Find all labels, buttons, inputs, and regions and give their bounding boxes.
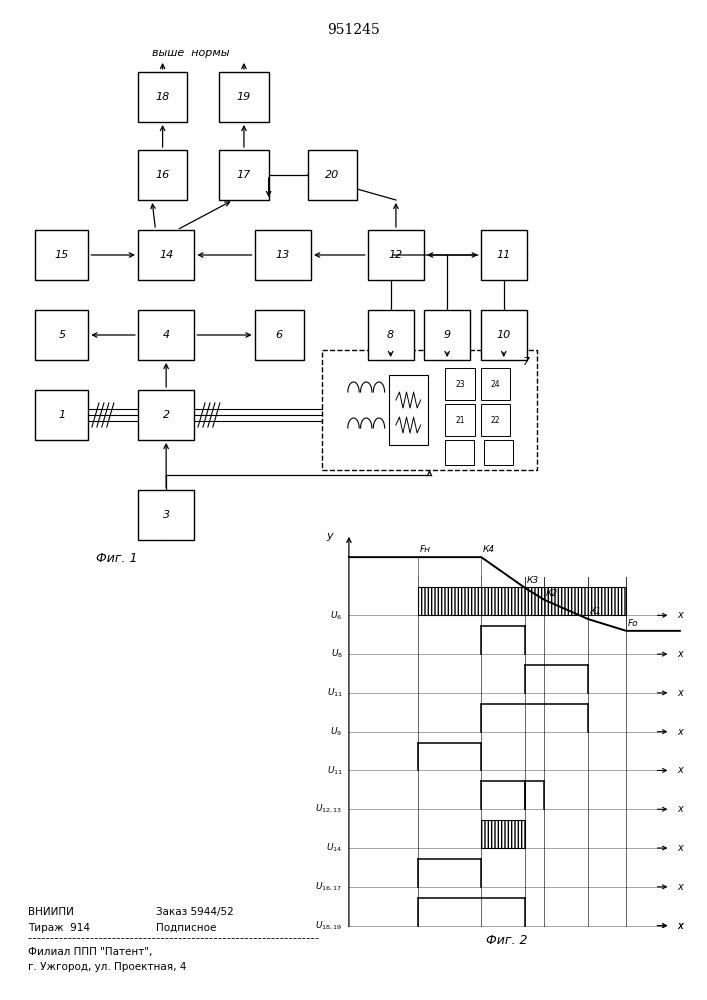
Text: К4: К4 [483,545,495,554]
Text: выше  нормы: выше нормы [152,48,230,58]
Bar [138,490,194,540]
Bar [255,230,311,280]
Text: 3: 3 [163,510,170,520]
Bar [445,404,475,436]
Bar [481,310,527,360]
Text: 1: 1 [58,410,66,420]
Text: x: x [677,843,683,853]
Bar [322,350,537,470]
Bar [481,404,510,436]
Text: 9: 9 [443,330,451,340]
Text: $U_{12,13}$: $U_{12,13}$ [315,803,343,815]
Text: 951245: 951245 [327,23,380,37]
Bar [138,72,187,122]
Text: $U_{18,19}$: $U_{18,19}$ [315,919,343,932]
Text: 4: 4 [163,330,170,340]
Text: 18: 18 [156,92,170,102]
Bar [481,368,510,400]
Text: x: x [677,727,683,737]
Text: 10: 10 [496,330,511,340]
Text: y: y [327,531,333,541]
Text: $U_{11}$: $U_{11}$ [327,687,343,699]
Bar [219,72,269,122]
Bar [484,440,513,465]
Text: x: x [677,688,683,698]
Text: Подписное: Подписное [156,923,216,933]
Text: ВНИИПИ: ВНИИПИ [28,907,74,917]
Text: 22: 22 [491,416,501,425]
Text: 15: 15 [54,250,69,260]
Text: 5: 5 [58,330,66,340]
Text: 6: 6 [276,330,283,340]
Text: Fo: Fo [628,619,638,628]
Text: 13: 13 [276,250,290,260]
Text: Заказ 5944/52: Заказ 5944/52 [156,907,233,917]
Text: Филиал ППП "Патент",: Филиал ППП "Патент", [28,947,153,957]
Bar [138,230,194,280]
Text: $U_9$: $U_9$ [330,725,343,738]
Text: 7: 7 [523,357,530,367]
Text: 19: 19 [237,92,251,102]
Text: 16: 16 [156,170,170,180]
Text: Фиг. 1: Фиг. 1 [96,552,137,564]
Text: К1: К1 [590,607,602,616]
Text: x: x [677,921,683,931]
Text: 24: 24 [491,380,501,389]
Bar [445,368,475,400]
Bar [138,390,194,440]
Text: 11: 11 [496,250,511,260]
Text: Фиг. 2: Фиг. 2 [486,934,527,947]
Bar [445,440,474,465]
Text: 2: 2 [163,410,170,420]
Bar [35,230,88,280]
Bar [419,587,626,615]
Text: К3: К3 [527,576,539,585]
Text: 21: 21 [455,416,465,425]
Text: x: x [677,882,683,892]
Bar [368,230,424,280]
Text: x: x [677,610,683,620]
Text: 12: 12 [389,250,403,260]
Text: x: x [677,804,683,814]
Bar [481,230,527,280]
Text: 23: 23 [455,380,465,389]
Text: $U_{16,17}$: $U_{16,17}$ [315,881,343,893]
Bar [35,310,88,360]
Text: г. Ужгород, ул. Проектная, 4: г. Ужгород, ул. Проектная, 4 [28,962,187,972]
Bar [389,375,428,445]
Text: Fн: Fн [420,545,431,554]
Bar [138,150,187,200]
Text: 20: 20 [325,170,339,180]
Text: $U_{11}$: $U_{11}$ [327,764,343,777]
Text: Тираж  914: Тираж 914 [28,923,90,933]
Bar [138,310,194,360]
Text: $U_6$: $U_6$ [330,609,343,622]
Bar [368,310,414,360]
Text: 8: 8 [387,330,395,340]
Bar [219,150,269,200]
Bar [35,390,88,440]
Text: 14: 14 [159,250,173,260]
Bar [481,820,525,848]
Text: К2: К2 [546,589,558,598]
Bar [308,150,357,200]
Text: $U_{14}$: $U_{14}$ [327,842,343,854]
Text: x: x [677,921,683,931]
Text: 17: 17 [237,170,251,180]
Bar [255,310,304,360]
Text: x: x [677,765,683,775]
Bar [424,310,470,360]
Text: $U_8$: $U_8$ [331,648,343,660]
Text: x: x [677,649,683,659]
